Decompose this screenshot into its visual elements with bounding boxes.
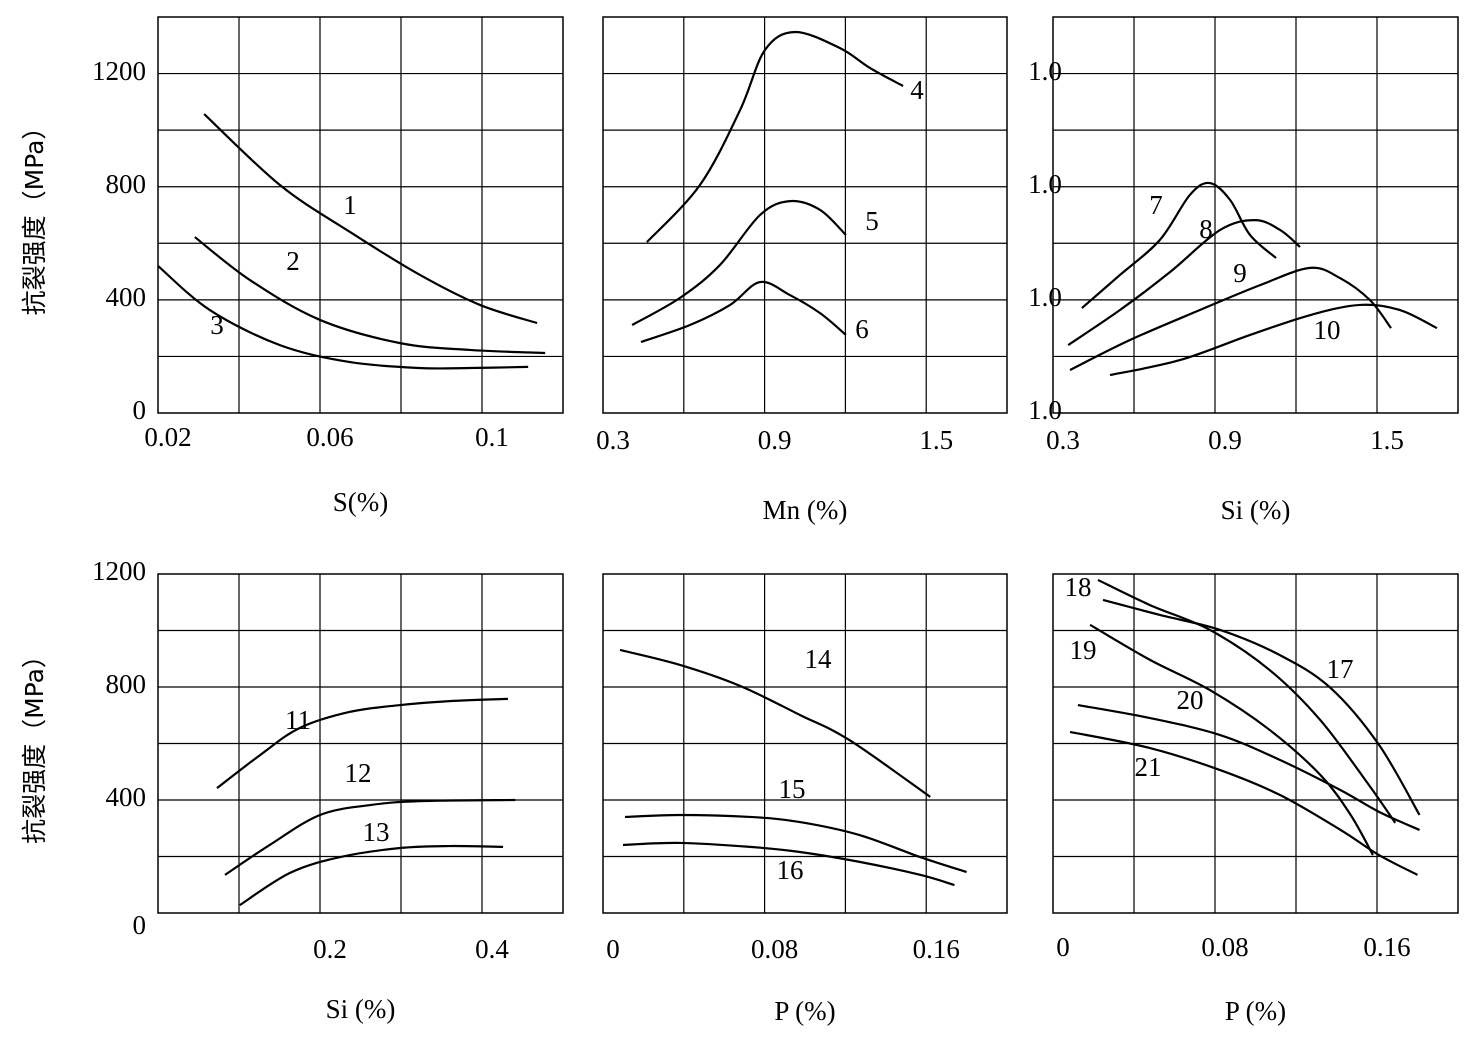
x-tick-label: 1.5 <box>919 425 953 455</box>
curve <box>631 199 847 326</box>
curve-label: 11 <box>285 705 311 735</box>
y-tick-label: 400 <box>106 782 147 812</box>
curve <box>157 265 529 370</box>
y-tick-label: 1.0 <box>1028 56 1062 86</box>
curve-label: 18 <box>1065 572 1092 602</box>
x-tick-label: 0 <box>606 934 620 964</box>
curve-label: 3 <box>210 310 224 340</box>
x-tick-label: 0.08 <box>751 934 798 964</box>
y-tick-label: 0 <box>133 910 147 940</box>
x-tick-label: 0.9 <box>1208 425 1242 455</box>
x-axis-label: P (%) <box>774 996 835 1026</box>
curve <box>239 844 504 907</box>
x-tick-label: 0.2 <box>313 934 347 964</box>
curve-label: 6 <box>855 314 869 344</box>
curve <box>224 798 516 876</box>
y-tick-label: 1200 <box>92 56 146 86</box>
curve <box>216 697 508 790</box>
curve-label: 17 <box>1327 654 1354 684</box>
curve <box>1069 266 1392 371</box>
x-tick-label: 1.5 <box>1370 425 1404 455</box>
curve-label: 15 <box>779 774 806 804</box>
plot-frame <box>602 16 1008 414</box>
curve-label: 12 <box>345 758 372 788</box>
curve <box>1097 578 1397 824</box>
x-tick-label: 0.16 <box>1363 932 1410 962</box>
y-tick-label: 1.0 <box>1028 282 1062 312</box>
curve <box>1102 598 1421 816</box>
plot-frame <box>157 16 564 414</box>
x-axis-label: P (%) <box>1225 996 1286 1026</box>
curve <box>194 236 546 355</box>
x-tick-label: 0.9 <box>758 425 792 455</box>
curve-label: 16 <box>777 855 804 885</box>
curve <box>622 841 955 887</box>
x-tick-label: 0.16 <box>913 934 960 964</box>
y-tick-label: 800 <box>106 669 147 699</box>
curve-label: 19 <box>1070 635 1097 665</box>
curve <box>640 280 847 344</box>
y-tick-label: 1200 <box>92 556 146 586</box>
curve-label: 14 <box>805 644 833 674</box>
x-tick-label: 0.08 <box>1201 932 1248 962</box>
x-axis-label: Si (%) <box>326 994 396 1024</box>
x-tick-label: 0.4 <box>475 934 509 964</box>
curve <box>203 113 538 325</box>
y-tick-label: 0 <box>133 395 147 425</box>
curve <box>624 813 967 874</box>
curve-label: 4 <box>910 75 924 105</box>
y-tick-label: 1.0 <box>1028 395 1062 425</box>
curve-label: 7 <box>1149 190 1163 220</box>
x-axis-label: Si (%) <box>1221 495 1291 525</box>
y-axis-label: 抗裂强度（MPa） <box>20 115 49 316</box>
curve-label: 1 <box>343 190 357 220</box>
x-tick-label: 0 <box>1056 932 1070 962</box>
plot-frame <box>1052 573 1459 914</box>
curve-label: 8 <box>1199 214 1213 244</box>
x-tick-label: 0.3 <box>1046 425 1080 455</box>
x-axis-label: Mn (%) <box>763 495 848 525</box>
x-tick-label: 0.1 <box>475 422 509 452</box>
curve-label: 21 <box>1135 752 1162 782</box>
curve <box>646 30 904 243</box>
y-tick-label: 400 <box>106 282 147 312</box>
x-axis-label: S(%) <box>333 487 389 517</box>
plot-frame <box>157 573 564 914</box>
y-tick-label: 1.0 <box>1028 169 1062 199</box>
curve-label: 13 <box>363 817 390 847</box>
curve-label: 2 <box>286 246 300 276</box>
curve-label: 9 <box>1233 258 1247 288</box>
x-tick-label: 0.02 <box>144 422 191 452</box>
curve <box>1077 703 1420 831</box>
x-tick-label: 0.06 <box>306 422 353 452</box>
y-axis-label: 抗裂强度（MPa） <box>20 643 49 844</box>
curve <box>1109 303 1438 377</box>
curve <box>1081 181 1277 309</box>
curve <box>619 648 931 798</box>
x-tick-label: 0.3 <box>596 425 630 455</box>
curve-label: 10 <box>1314 315 1341 345</box>
plot-frame <box>1052 16 1459 414</box>
y-tick-label: 800 <box>106 169 147 199</box>
curve <box>1067 218 1301 347</box>
curve <box>1089 623 1374 856</box>
curve-label: 5 <box>865 206 879 236</box>
plot-frame <box>602 573 1008 914</box>
curve <box>1069 730 1419 876</box>
curve-label: 20 <box>1177 685 1204 715</box>
